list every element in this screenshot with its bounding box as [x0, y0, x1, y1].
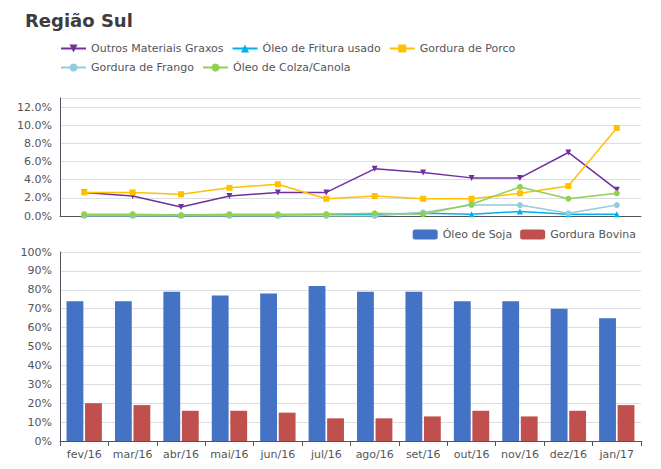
- svg-text:10.0%: 10.0%: [17, 119, 52, 132]
- svg-text:Óleo de Fritura usado: Óleo de Fritura usado: [263, 42, 382, 55]
- svg-text:10%: 10%: [28, 416, 52, 429]
- svg-text:0%: 0%: [35, 435, 52, 448]
- svg-text:dez/16: dez/16: [550, 448, 587, 461]
- svg-text:12.0%: 12.0%: [17, 101, 52, 114]
- svg-text:2.0%: 2.0%: [24, 191, 52, 204]
- svg-text:70%: 70%: [28, 302, 52, 315]
- svg-text:Gordura de Porco: Gordura de Porco: [420, 42, 516, 55]
- svg-text:Óleo de Colza/Canola: Óleo de Colza/Canola: [233, 61, 351, 74]
- svg-text:4.0%: 4.0%: [24, 173, 52, 186]
- svg-text:out/16: out/16: [454, 448, 490, 461]
- svg-text:8.0%: 8.0%: [24, 137, 52, 150]
- svg-text:ago/16: ago/16: [356, 448, 394, 461]
- svg-text:Óleo de Soja: Óleo de Soja: [443, 228, 512, 241]
- svg-text:90%: 90%: [28, 264, 52, 277]
- svg-text:60%: 60%: [28, 321, 52, 334]
- svg-text:30%: 30%: [28, 378, 52, 391]
- svg-text:jul/16: jul/16: [310, 448, 342, 461]
- svg-text:mai/16: mai/16: [210, 448, 248, 461]
- svg-text:50%: 50%: [28, 340, 52, 353]
- svg-text:Gordura de Frango: Gordura de Frango: [91, 61, 194, 74]
- svg-text:abr/16: abr/16: [163, 448, 199, 461]
- svg-text:Outros Materiais Graxos: Outros Materiais Graxos: [91, 42, 224, 55]
- svg-text:40%: 40%: [28, 359, 52, 372]
- svg-text:Região Sul: Região Sul: [25, 10, 133, 31]
- svg-text:jun/16: jun/16: [260, 448, 296, 461]
- svg-text:nov/16: nov/16: [501, 448, 539, 461]
- svg-text:set/16: set/16: [406, 448, 441, 461]
- svg-text:mar/16: mar/16: [113, 448, 153, 461]
- svg-text:6.0%: 6.0%: [24, 155, 52, 168]
- svg-text:fev/16: fev/16: [67, 448, 102, 461]
- svg-text:Gordura Bovina: Gordura Bovina: [550, 228, 636, 241]
- svg-text:0.0%: 0.0%: [24, 210, 52, 223]
- svg-text:20%: 20%: [28, 397, 52, 410]
- svg-text:80%: 80%: [28, 283, 52, 296]
- svg-text:jan/17: jan/17: [599, 448, 634, 461]
- svg-text:100%: 100%: [21, 246, 52, 259]
